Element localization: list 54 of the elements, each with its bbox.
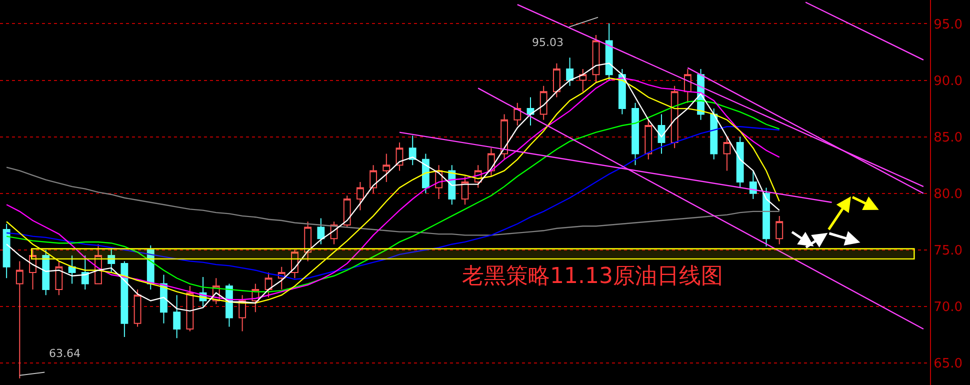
annotation: 95.03 xyxy=(532,36,564,49)
candlestick xyxy=(684,68,692,104)
candlestick xyxy=(762,187,770,247)
annotation: 63.64 xyxy=(49,347,80,360)
candlestick xyxy=(566,57,574,86)
line-series xyxy=(6,166,780,236)
candlestick xyxy=(264,272,272,298)
y-tick-label: 85.0 xyxy=(934,130,963,146)
candlestick xyxy=(408,135,416,166)
candlestick xyxy=(526,96,534,126)
candlestick xyxy=(540,85,548,120)
candlestick xyxy=(736,136,744,188)
candlestick xyxy=(396,142,404,172)
candlestick xyxy=(514,102,522,126)
candlestick xyxy=(343,195,351,228)
candlestick xyxy=(500,114,508,160)
candlestick xyxy=(723,136,731,172)
candlestick xyxy=(120,260,128,338)
candlestick xyxy=(29,249,36,290)
candlestick xyxy=(552,62,560,98)
candlestick xyxy=(304,221,312,262)
candlestick xyxy=(605,22,613,81)
candlestick xyxy=(356,182,364,211)
candlestick xyxy=(173,294,181,339)
candlestick xyxy=(592,34,600,84)
y-tick-label: 70.0 xyxy=(934,300,963,315)
candlestick xyxy=(382,153,390,183)
y-tick-label: 80.0 xyxy=(934,186,963,202)
candlestick xyxy=(68,255,76,284)
y-tick-label: 75.0 xyxy=(934,243,963,258)
candlestick xyxy=(134,288,142,328)
candlestick xyxy=(644,119,652,160)
candlestick xyxy=(776,215,784,245)
candlestick xyxy=(579,68,587,92)
candlestick xyxy=(291,249,298,279)
candlestick xyxy=(238,294,246,332)
candlestick xyxy=(422,153,430,194)
candlestick xyxy=(317,218,325,245)
candlestick xyxy=(710,108,718,160)
candlestick xyxy=(632,102,639,166)
candlestick xyxy=(370,164,378,194)
candlestick xyxy=(94,244,102,284)
candlestick xyxy=(16,260,24,379)
candlestick xyxy=(658,114,666,154)
candlestick xyxy=(2,223,10,279)
annotation: 老黑策略11.13原油日线图 xyxy=(462,264,723,289)
candlestick xyxy=(186,286,194,332)
candlestick xyxy=(670,85,678,149)
candlestick xyxy=(81,255,89,290)
y-tick-label: 65.0 xyxy=(934,356,963,372)
candlestick xyxy=(749,170,757,200)
candlestick xyxy=(55,260,63,296)
y-tick-label: 90.0 xyxy=(934,74,963,89)
y-tick-label: 95.0 xyxy=(934,17,963,32)
